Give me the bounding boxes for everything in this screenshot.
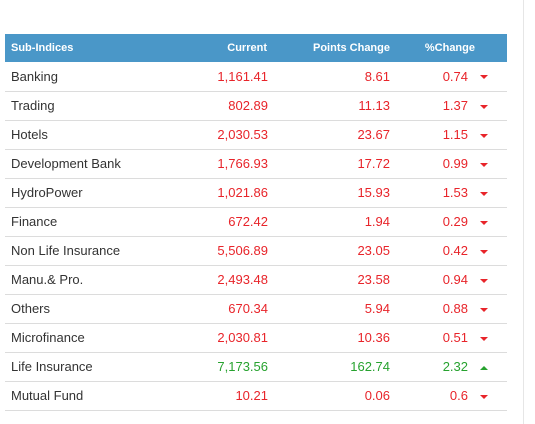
current-value: 1,021.86 (217, 185, 268, 200)
current-value: 672.42 (228, 214, 268, 229)
current-value: 802.89 (228, 98, 268, 113)
percent-change: 0.94 (442, 272, 468, 287)
sub-indices-panel: Sub-Indices Current Points Change %Chang… (5, 34, 507, 411)
percent-change: 0.99 (442, 156, 468, 171)
table-row: Hotels 2,030.53 23.67 1.15 (5, 120, 507, 149)
table-header: Sub-Indices Current Points Change %Chang… (5, 34, 507, 62)
sub-index-name: Development Bank (11, 156, 121, 171)
table-row: Trading 802.89 11.13 1.37 (5, 91, 507, 120)
triangle-down-icon (480, 191, 488, 196)
current-value: 670.34 (228, 301, 268, 316)
points-change: 11.13 (358, 98, 390, 113)
percent-change: 0.51 (442, 330, 468, 345)
header-points-change: Points Change (312, 42, 390, 54)
sub-index-name: Non Life Insurance (11, 243, 121, 258)
table-body: Banking 1,161.41 8.61 0.74 Trading 802.8… (5, 62, 507, 410)
table-row: Banking 1,161.41 8.61 0.74 (5, 62, 507, 91)
header-trend (479, 34, 507, 62)
sub-index-name: Finance (11, 214, 58, 229)
percent-change: 0.6 (449, 388, 468, 403)
table-row: Others 670.34 5.94 0.88 (5, 294, 507, 323)
points-change: 0.06 (364, 388, 390, 403)
sub-index-name: Hotels (11, 127, 48, 142)
points-change: 8.61 (364, 68, 390, 84)
header-row: Sub-Indices Current Points Change %Chang… (5, 34, 507, 62)
current-value: 10.21 (235, 388, 268, 403)
points-change: 23.58 (357, 272, 390, 287)
current-value: 1,161.41 (217, 68, 268, 84)
current-value: 2,493.48 (217, 272, 268, 287)
table-row: Mutual Fund 10.21 0.06 0.6 (5, 381, 507, 410)
header-percent-change: %Change (424, 42, 475, 54)
current-value: 2,030.81 (217, 330, 268, 345)
header-current: Current (227, 42, 267, 54)
percent-change: 2.32 (442, 359, 468, 374)
sub-index-name: Others (11, 301, 51, 316)
points-change: 17.72 (357, 156, 390, 171)
percent-change: 1.37 (442, 98, 468, 113)
triangle-down-icon (480, 104, 488, 109)
table-row: Life Insurance 7,173.56 162.74 2.32 (5, 352, 507, 381)
sub-index-name: Mutual Fund (11, 388, 84, 403)
points-change: 10.36 (357, 330, 390, 345)
table-row: HydroPower 1,021.86 15.93 1.53 (5, 178, 507, 207)
percent-change: 0.88 (442, 301, 468, 316)
percent-change: 0.29 (442, 214, 468, 229)
sub-index-name: Trading (11, 98, 55, 113)
triangle-down-icon (480, 249, 488, 254)
table-row: Microfinance 2,030.81 10.36 0.51 (5, 323, 507, 352)
triangle-down-icon (480, 162, 488, 167)
percent-change: 0.42 (442, 243, 468, 258)
triangle-down-icon (480, 307, 488, 312)
triangle-down-icon (480, 133, 488, 138)
sub-indices-table: Sub-Indices Current Points Change %Chang… (5, 34, 507, 411)
sub-index-name: Life Insurance (11, 359, 93, 374)
current-value: 7,173.56 (217, 359, 268, 374)
percent-change: 0.74 (442, 68, 468, 84)
percent-change: 1.53 (442, 185, 468, 200)
points-change: 5.94 (364, 301, 390, 316)
table-row: Non Life Insurance 5,506.89 23.05 0.42 (5, 236, 507, 265)
table-row: Finance 672.42 1.94 0.29 (5, 207, 507, 236)
sub-index-name: HydroPower (11, 185, 83, 200)
triangle-down-icon (480, 75, 488, 80)
points-change: 1.94 (364, 214, 390, 229)
current-value: 2,030.53 (217, 127, 268, 142)
panel-divider (523, 0, 524, 424)
points-change: 23.67 (357, 127, 390, 142)
triangle-up-icon (480, 365, 488, 370)
triangle-down-icon (480, 336, 488, 341)
triangle-down-icon (480, 394, 488, 399)
percent-change: 1.15 (442, 127, 468, 142)
triangle-down-icon (480, 220, 488, 225)
header-sub-indices: Sub-Indices (11, 42, 74, 54)
current-value: 1,766.93 (217, 156, 268, 171)
sub-index-name: Banking (11, 68, 58, 84)
sub-index-name: Manu.& Pro. (11, 272, 84, 287)
sub-index-name: Microfinance (11, 330, 85, 345)
points-change: 162.74 (350, 359, 390, 374)
table-row: Development Bank 1,766.93 17.72 0.99 (5, 149, 507, 178)
current-value: 5,506.89 (217, 243, 268, 258)
table-row: Manu.& Pro. 2,493.48 23.58 0.94 (5, 265, 507, 294)
triangle-down-icon (480, 278, 488, 283)
points-change: 23.05 (357, 243, 390, 258)
points-change: 15.93 (357, 185, 390, 200)
